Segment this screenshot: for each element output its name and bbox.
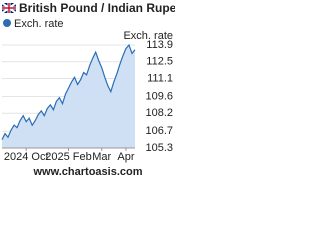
flag-icon	[1, 2, 17, 14]
x-tick-label: Mar	[92, 151, 111, 163]
y-tick-label: 113.9	[146, 39, 173, 51]
y-tick-label: 109.6	[145, 90, 173, 102]
y-tick-label: 111.1	[147, 72, 173, 84]
y-tick-label: 112.5	[146, 56, 173, 68]
area	[2, 45, 135, 148]
x-tick-label: Apr	[117, 151, 134, 163]
y-tick-label: 108.2	[145, 107, 173, 119]
chart-title: British Pound / Indian Rupee	[19, 1, 175, 15]
y-tick-label: 106.7	[145, 125, 173, 137]
chart: British Pound / Indian Rupee Exch. rate …	[1, 1, 175, 178]
y-tick-label: 105.3	[145, 142, 173, 154]
legend-label: Exch. rate	[14, 18, 64, 30]
line	[1, 43, 136, 140]
x-tick-label: 2024 Oct	[4, 151, 49, 163]
x-tick-label: 2025 Feb	[45, 151, 91, 163]
plot	[1, 43, 136, 151]
source: www.chartoasis.com	[32, 166, 142, 178]
legend-marker	[3, 19, 11, 27]
axis-label: Exch. rate	[123, 30, 173, 42]
